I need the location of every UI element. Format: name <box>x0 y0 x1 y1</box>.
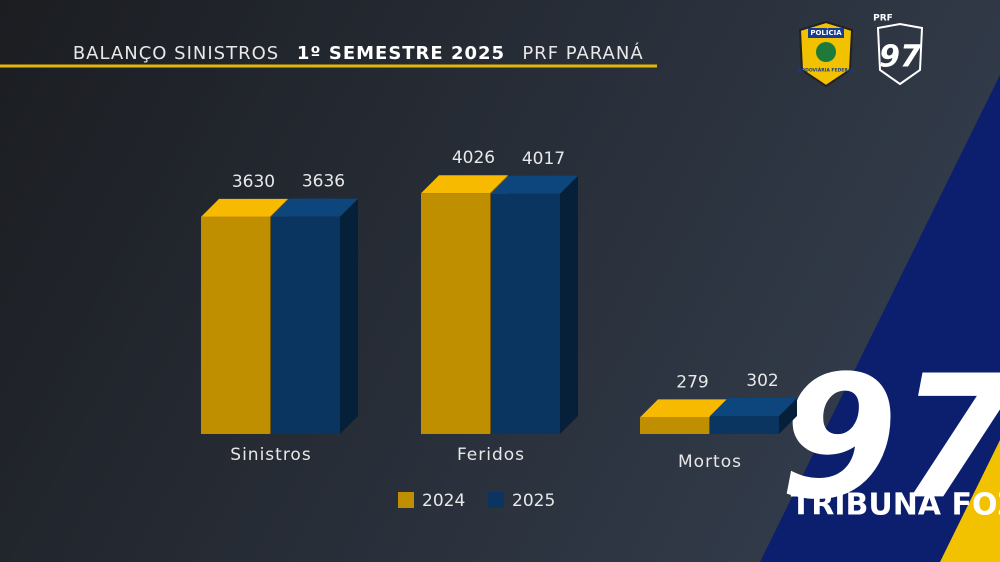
title-left: BALANÇO SINISTROS <box>73 43 279 64</box>
badge-emblem <box>816 42 836 62</box>
x-tick-label: Sinistros <box>230 445 311 465</box>
badge-band <box>808 28 844 38</box>
prf-label: PRF <box>873 14 893 24</box>
prf-97-badge <box>876 22 924 86</box>
value-label: 3630 <box>232 172 275 192</box>
value-label: 302 <box>746 371 778 391</box>
value-label: 4026 <box>452 148 495 168</box>
decor-97: 97 <box>780 339 1000 537</box>
bar-top <box>491 175 578 194</box>
bar-top <box>710 397 797 416</box>
bar-top <box>421 175 508 194</box>
bar-side <box>560 175 578 435</box>
plot: 3630 3636 Sinistros 4026 4017 Feridos 279 302 Mo… <box>201 148 797 511</box>
legend-swatch <box>398 492 414 508</box>
badge-bottom: RODOVIÁRIA FEDERAL <box>798 67 854 74</box>
title-right: PRF PARANÁ <box>522 42 643 64</box>
badge-top: POLÍCIA <box>810 28 842 37</box>
prf-97: 97 <box>879 40 921 75</box>
legend-label: 2024 <box>422 491 465 511</box>
value-label: 279 <box>676 372 708 392</box>
decor-blue <box>760 75 1000 562</box>
bar <box>710 415 779 434</box>
x-tick-label: Mortos <box>678 452 742 472</box>
brand: TRIBUNA FOZ <box>791 488 1000 523</box>
legend-swatch <box>488 492 504 508</box>
bar <box>491 193 560 434</box>
value-label: 4017 <box>522 149 565 169</box>
x-tick-label: Feridos <box>457 445 525 465</box>
bar-top <box>271 198 358 217</box>
bar <box>271 216 340 434</box>
bar-top <box>201 198 288 217</box>
bar-top <box>640 399 727 418</box>
bar <box>201 216 270 434</box>
legend-label: 2025 <box>512 491 555 511</box>
decor-yellow <box>940 440 1000 562</box>
bar <box>421 193 490 434</box>
bar-side <box>340 198 358 434</box>
bar-side <box>779 397 797 434</box>
title-center: 1º SEMESTRE 2025 <box>297 43 505 64</box>
value-label: 3636 <box>302 172 345 192</box>
bar <box>640 417 709 434</box>
